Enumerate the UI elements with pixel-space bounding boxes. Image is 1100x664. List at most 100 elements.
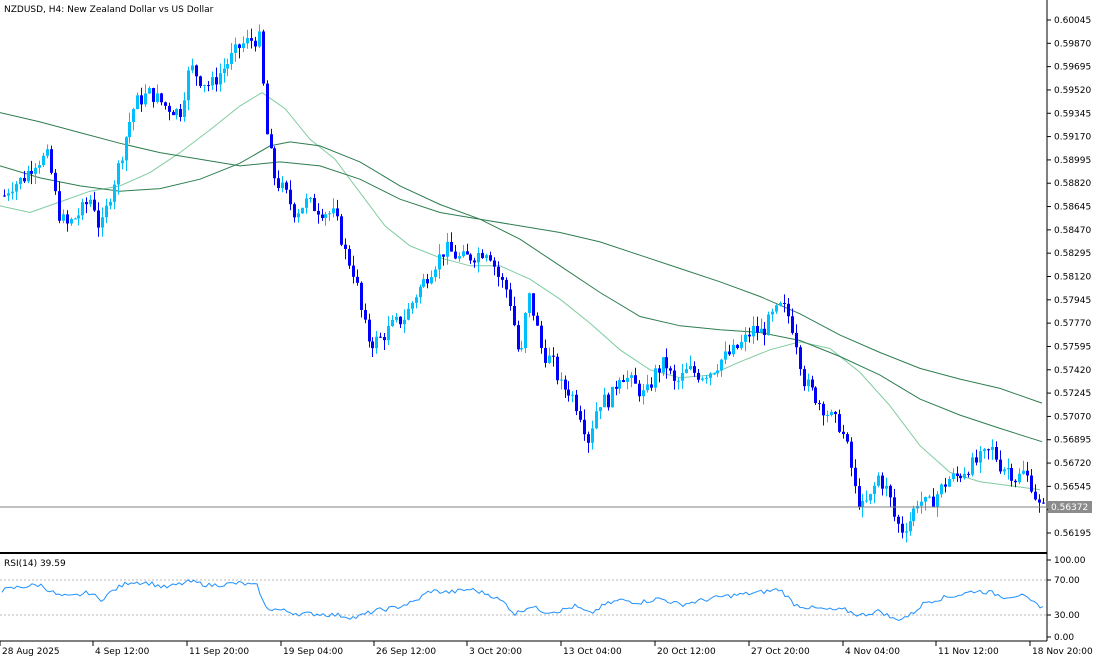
time-tick-label: 4 Nov 04:00 [845, 647, 900, 657]
candle-bull [211, 77, 214, 86]
candle-bull [732, 344, 735, 355]
candle-bull [419, 286, 422, 298]
candle-bull [548, 355, 551, 363]
candle-bear [787, 303, 790, 317]
candle-bear [811, 379, 814, 388]
candle-bear [803, 369, 806, 387]
candle-bull [1018, 473, 1021, 483]
price-tick-label: 0.56545 [1054, 482, 1091, 492]
candle-bear [277, 178, 280, 189]
candle-bear [1042, 502, 1045, 504]
candle-bear [497, 266, 500, 277]
candle-bull [407, 308, 410, 320]
candle-bull [1022, 470, 1025, 474]
candle-bear [834, 411, 837, 415]
candle-bull [183, 100, 186, 117]
price-tick-label: 0.58295 [1054, 249, 1091, 259]
candle-bull [909, 521, 912, 532]
ma-line-fast-ma [0, 92, 1041, 491]
time-tick-label: 11 Nov 12:00 [938, 647, 999, 657]
candle-bear [160, 93, 163, 103]
candle-bear [285, 182, 288, 190]
candle-bear [473, 260, 476, 263]
candle-bull [873, 485, 876, 495]
candle-bull [713, 373, 716, 375]
candle-bull [42, 155, 45, 166]
candle-bull [779, 302, 782, 306]
price-tick-label: 0.58820 [1054, 179, 1091, 189]
time-scale[interactable]: 28 Aug 2025 4 Sep 12:00 11 Sep 20:00 19 Sep… [0, 641, 1093, 657]
candle-bull [865, 500, 868, 502]
candle-bull [46, 149, 49, 156]
candle-bull [775, 305, 778, 312]
candle-bull [422, 279, 425, 287]
candle-bull [807, 379, 810, 387]
candle-bear [97, 210, 100, 228]
rsi-line [1, 579, 1044, 622]
price-tick-label: 0.58120 [1054, 273, 1091, 283]
rsi-series [1, 579, 1044, 622]
candle-bear [426, 279, 429, 284]
candle-bull [869, 494, 872, 501]
candle-bull [305, 198, 308, 208]
price-scale[interactable]: 0.60045 0.59870 0.59695 0.59520 0.59345 0.591… [1047, 16, 1091, 539]
candle-bull [928, 496, 931, 498]
candle-bear [356, 276, 359, 283]
price-tick-label: 0.56195 [1054, 529, 1091, 539]
candle-bull [11, 191, 14, 194]
candle-bull [113, 184, 116, 202]
candle-bear [207, 85, 210, 87]
candle-bull [520, 348, 523, 350]
candle-bear [556, 356, 559, 381]
candle-bull [34, 167, 37, 174]
candle-bull [105, 205, 108, 218]
candle-bear [336, 208, 339, 217]
ma-line-mid-ma [0, 141, 1043, 443]
candle-bear [152, 88, 155, 102]
candle-bull [905, 531, 908, 533]
candle-bear [736, 344, 739, 349]
candle-bear [850, 441, 853, 468]
candle-bear [838, 414, 841, 432]
candle-bear [371, 341, 374, 349]
candle-bear [552, 355, 555, 357]
candle-bear [814, 387, 817, 404]
candle-bull [144, 93, 147, 105]
candle-bear [822, 403, 825, 416]
candle-bear [956, 473, 959, 477]
price-tick-label: 0.57945 [1054, 296, 1091, 306]
candle-bear [1038, 499, 1041, 503]
candle-bull [38, 165, 41, 168]
candle-bull [391, 319, 394, 327]
candle-bear [509, 289, 512, 306]
candle-bull [324, 214, 327, 218]
candle-bull [767, 314, 770, 335]
candle-bear [975, 457, 978, 463]
candle-bull [740, 341, 743, 349]
candle-bull [70, 219, 73, 224]
candle-bear [58, 191, 61, 221]
candle-bear [195, 65, 198, 77]
candle-bear [66, 214, 69, 224]
candle-bull [415, 297, 418, 303]
candle-bear [30, 170, 33, 174]
time-tick-label: 18 Nov 20:00 [1032, 647, 1093, 657]
candle-bull [885, 485, 888, 489]
candle-bull [677, 380, 680, 382]
candle-bear [693, 366, 696, 373]
candle-bull [603, 394, 606, 408]
candle-bull [128, 121, 131, 138]
candle-bear [650, 384, 653, 388]
current-price-value: 0.56372 [1051, 503, 1088, 513]
candle-bear [238, 44, 241, 49]
candle-bull [101, 217, 104, 228]
candle-bear [517, 325, 520, 350]
price-tick-label: 0.57420 [1054, 366, 1091, 376]
candle-bull [226, 64, 229, 69]
candle-bull [132, 109, 135, 122]
price-tick-label: 0.59695 [1054, 63, 1091, 73]
candle-bull [979, 451, 982, 463]
price-tick-label: 0.60045 [1054, 16, 1091, 26]
